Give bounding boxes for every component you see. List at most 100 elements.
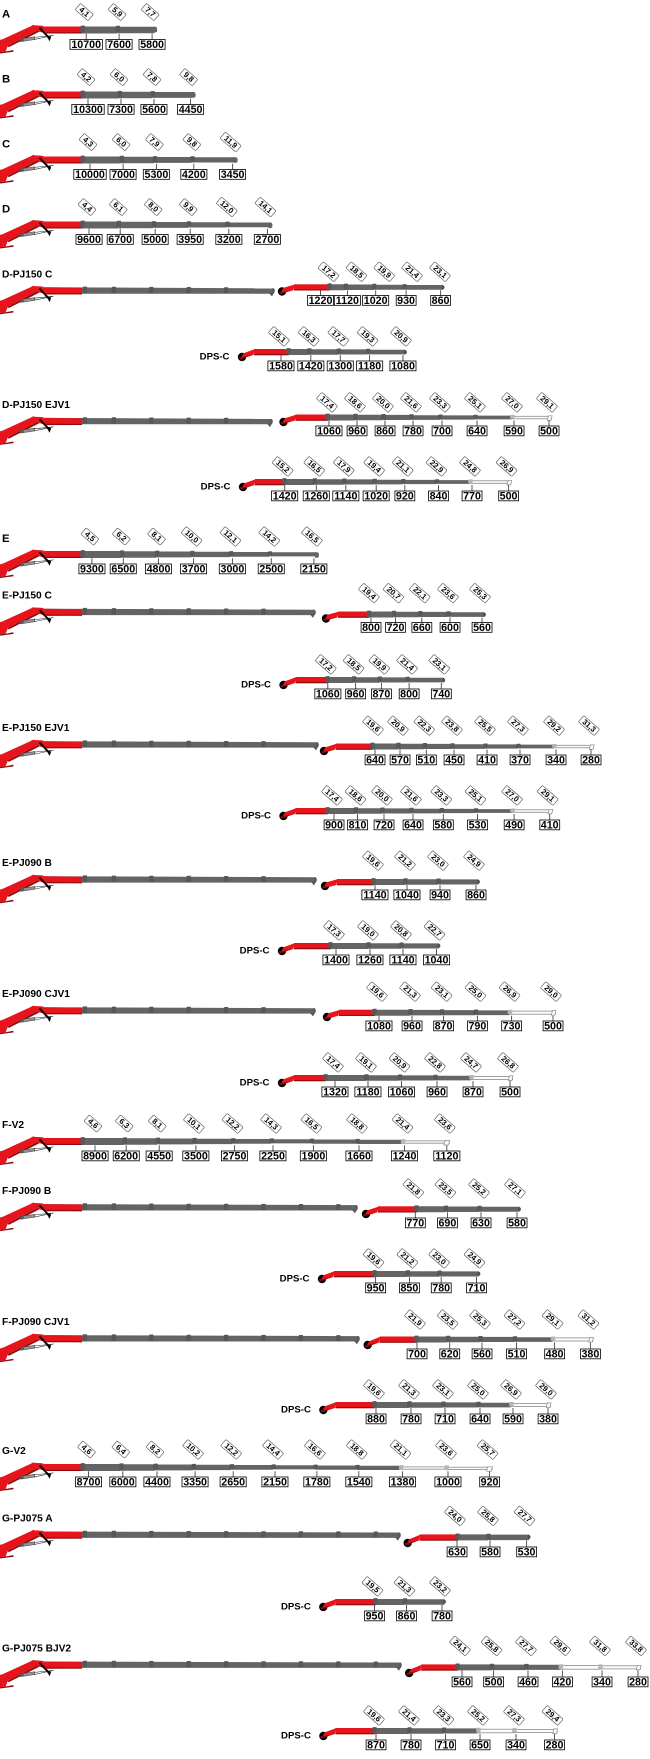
svg-text:10700: 10700 [71,39,101,51]
svg-text:2250: 2250 [261,1150,285,1162]
svg-text:E-PJ150 EJV1: E-PJ150 EJV1 [2,723,70,734]
svg-text:1580: 1580 [269,360,293,372]
svg-text:DPS-C: DPS-C [241,679,271,690]
svg-text:860: 860 [432,295,450,307]
svg-text:1900: 1900 [302,1150,326,1162]
svg-text:1020: 1020 [364,490,388,502]
svg-text:2500: 2500 [259,563,283,575]
svg-text:B: B [2,74,10,86]
svg-text:10000: 10000 [75,169,105,181]
svg-text:3700: 3700 [182,563,206,575]
svg-text:500: 500 [485,1676,503,1688]
svg-text:6200: 6200 [114,1150,138,1162]
svg-text:500: 500 [540,425,558,437]
svg-text:870: 870 [435,1020,453,1032]
svg-text:410: 410 [541,819,559,831]
svg-text:DPS-C: DPS-C [281,1404,311,1415]
svg-text:780: 780 [432,1282,450,1294]
svg-text:1140: 1140 [391,954,414,966]
svg-text:640: 640 [404,819,422,831]
svg-text:480: 480 [546,1348,564,1360]
svg-text:E-PJ090 B: E-PJ090 B [2,858,52,869]
svg-text:DPS-C: DPS-C [240,945,270,956]
svg-text:710: 710 [437,1739,455,1751]
svg-text:560: 560 [473,1348,491,1360]
svg-text:860: 860 [376,425,394,437]
svg-text:640: 640 [471,1413,489,1425]
svg-text:940: 940 [431,889,449,901]
svg-text:4400: 4400 [145,1476,169,1488]
svg-text:9600: 9600 [77,234,101,246]
svg-text:5600: 5600 [142,104,166,116]
svg-text:9300: 9300 [80,563,104,575]
svg-text:530: 530 [469,819,487,831]
svg-text:590: 590 [504,1413,522,1425]
svg-text:560: 560 [453,1676,471,1688]
svg-text:500: 500 [544,1020,562,1032]
svg-text:7600: 7600 [107,39,131,51]
svg-text:7300: 7300 [109,104,133,116]
svg-text:1660: 1660 [347,1150,371,1162]
svg-text:700: 700 [433,425,451,437]
svg-text:1020: 1020 [364,295,388,307]
svg-text:950: 950 [367,1282,385,1294]
svg-text:1120: 1120 [435,1150,458,1162]
svg-text:1000: 1000 [436,1476,460,1488]
svg-text:950: 950 [366,1610,384,1622]
svg-text:960: 960 [403,1020,421,1032]
svg-text:340: 340 [593,1676,611,1688]
svg-text:960: 960 [347,688,365,700]
svg-text:640: 640 [366,754,384,766]
svg-text:580: 580 [481,1546,499,1558]
svg-text:3950: 3950 [178,234,202,246]
svg-text:930: 930 [397,295,415,307]
svg-text:1260: 1260 [304,490,328,502]
svg-text:1260: 1260 [358,954,382,966]
svg-text:DPS-C: DPS-C [240,1077,270,1088]
svg-text:510: 510 [508,1348,526,1360]
svg-text:920: 920 [481,1476,499,1488]
svg-text:4450: 4450 [179,104,203,116]
svg-text:580: 580 [434,819,452,831]
svg-text:1080: 1080 [367,1020,391,1032]
svg-text:3450: 3450 [221,169,245,181]
svg-text:2700: 2700 [256,234,280,246]
svg-text:D: D [2,204,10,216]
svg-text:850: 850 [400,1282,418,1294]
svg-text:770: 770 [463,490,481,502]
svg-text:810: 810 [349,819,367,831]
svg-text:630: 630 [448,1546,466,1558]
svg-text:860: 860 [398,1610,416,1622]
svg-text:10300: 10300 [73,104,103,116]
svg-text:7000: 7000 [111,169,135,181]
svg-text:410: 410 [478,754,496,766]
svg-text:1040: 1040 [425,954,449,966]
svg-text:1240: 1240 [393,1150,417,1162]
svg-text:740: 740 [432,688,450,700]
svg-text:420: 420 [553,1676,571,1688]
svg-text:1220: 1220 [309,295,333,307]
svg-text:1780: 1780 [305,1476,329,1488]
svg-text:6500: 6500 [111,563,135,575]
svg-text:DPS-C: DPS-C [200,351,230,362]
svg-text:1540: 1540 [347,1476,371,1488]
svg-text:780: 780 [402,1413,420,1425]
svg-text:2150: 2150 [302,563,326,575]
svg-text:1080: 1080 [391,360,415,372]
svg-text:C: C [2,139,10,151]
svg-text:500: 500 [501,1086,519,1098]
svg-text:280: 280 [582,754,600,766]
svg-text:650: 650 [471,1739,489,1751]
svg-text:4550: 4550 [147,1150,171,1162]
svg-text:8900: 8900 [83,1150,107,1162]
svg-text:720: 720 [375,819,393,831]
svg-text:6000: 6000 [111,1476,135,1488]
svg-text:720: 720 [387,622,405,634]
svg-text:1180: 1180 [358,360,381,372]
svg-text:600: 600 [441,622,459,634]
svg-text:860: 860 [467,889,485,901]
svg-text:D-PJ150 C: D-PJ150 C [2,269,53,280]
svg-text:3000: 3000 [221,563,245,575]
svg-text:840: 840 [430,490,448,502]
svg-text:280: 280 [629,1676,647,1688]
